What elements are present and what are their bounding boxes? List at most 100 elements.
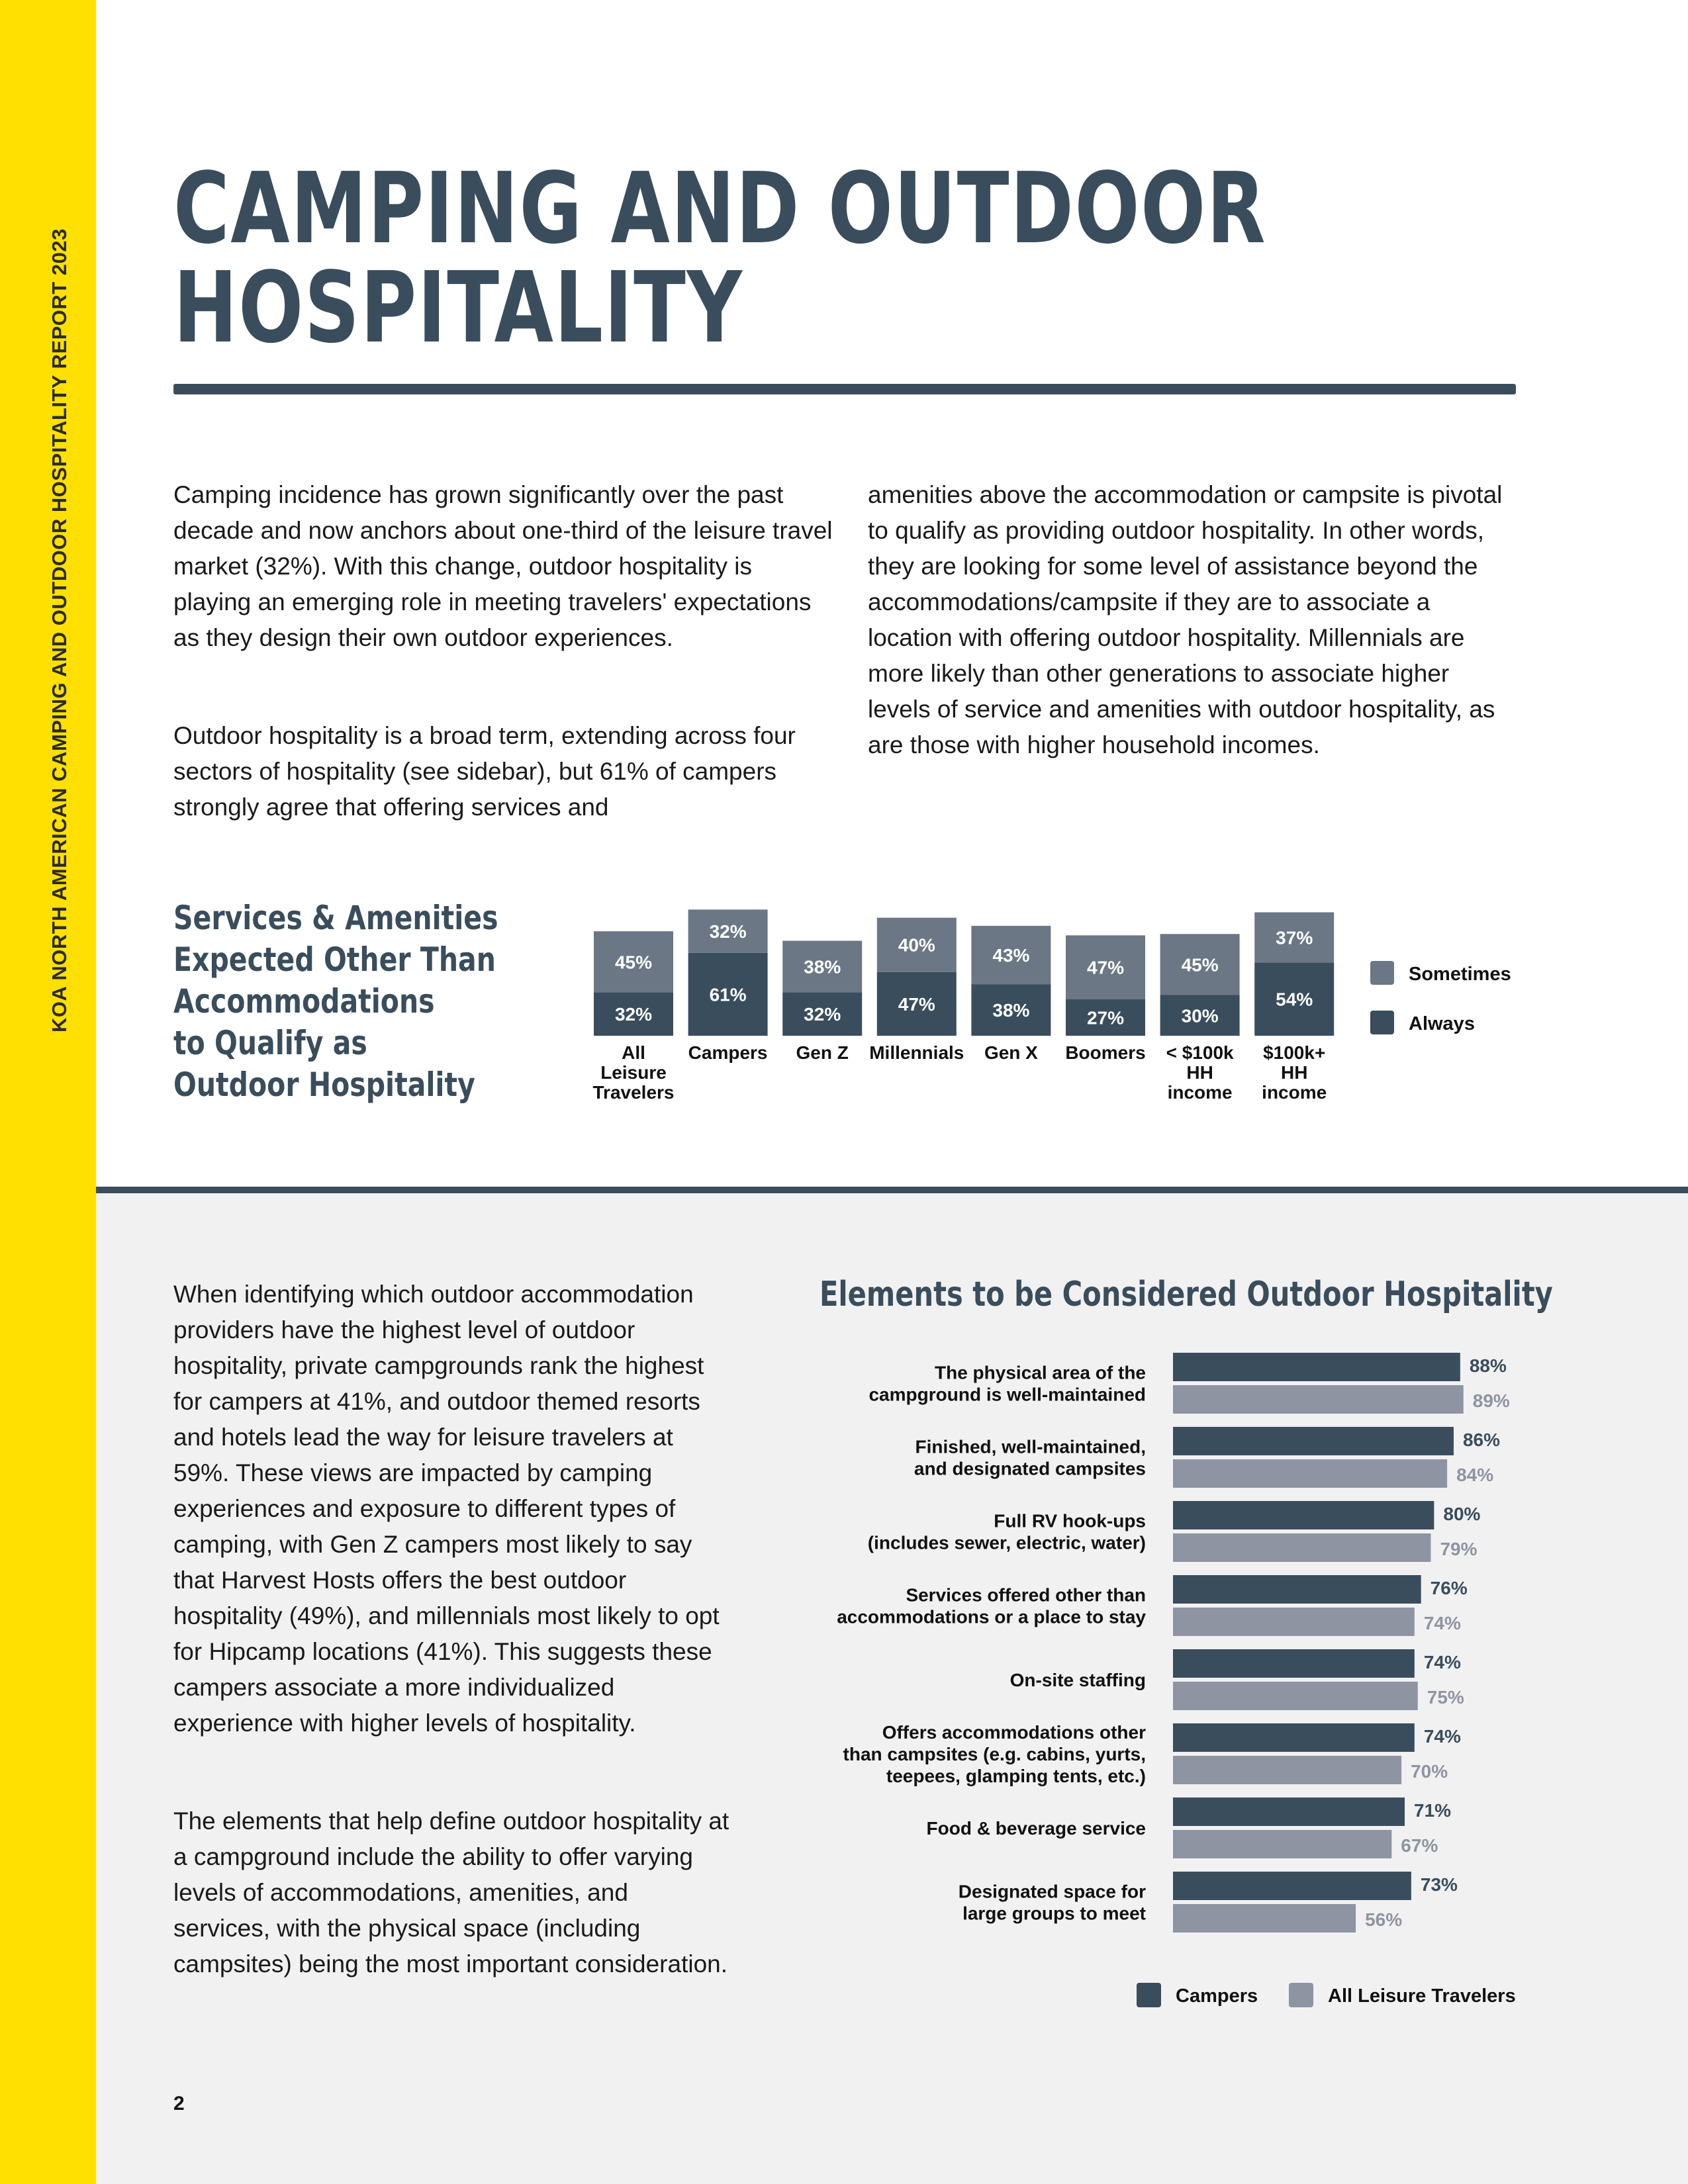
legend-label-always: Always: [1409, 1013, 1475, 1034]
intro-paragraph-3: amenities above the accommodation or cam…: [868, 481, 1503, 758]
legend-label-sometimes: Sometimes: [1409, 964, 1511, 985]
category-label: (includes sewer, electric, water): [868, 1533, 1146, 1553]
intro-paragraph-1: Camping incidence has grown significantl…: [173, 481, 833, 651]
bar-campers: [1173, 1353, 1460, 1381]
bar-label-sometimes: 45%: [1182, 954, 1219, 975]
category-label: Leisure: [600, 1062, 667, 1083]
category-label: Finished, well-maintained,: [915, 1437, 1147, 1457]
value-label-all-leisure: 89%: [1473, 1390, 1510, 1411]
value-label-campers: 80%: [1443, 1504, 1480, 1524]
value-label-all-leisure: 70%: [1411, 1761, 1448, 1782]
title-underline: [173, 384, 1516, 394]
bar-all-leisure: [1173, 1830, 1392, 1858]
services-chart-title: Services & Amenities Expected Other Than…: [173, 897, 498, 1106]
bar-campers: [1173, 1797, 1405, 1826]
section-divider: [96, 1187, 1688, 1193]
category-label: < $100k: [1166, 1042, 1234, 1063]
bar-label-always: 32%: [804, 1004, 841, 1024]
category-label: income: [1262, 1082, 1327, 1103]
bar-sometimes: [1254, 912, 1335, 963]
category-label: income: [1168, 1082, 1233, 1103]
lower-paragraph-2: The elements that help define outdoor ho…: [173, 1807, 729, 1978]
bar-campers: [1173, 1501, 1434, 1529]
bar-label-sometimes: 43%: [992, 945, 1029, 966]
category-label: Millennials: [869, 1042, 964, 1063]
elements-chart-title: Elements to be Considered Outdoor Hospit…: [820, 1275, 1553, 1314]
legend-swatch-all-leisure: [1289, 1983, 1313, 2007]
category-label: The physical area of the: [935, 1363, 1146, 1383]
category-label: Boomers: [1065, 1042, 1145, 1063]
bar-always: [594, 992, 673, 1036]
value-label-campers: 76%: [1430, 1578, 1468, 1598]
value-label-campers: 74%: [1424, 1726, 1461, 1747]
bar-label-always: 27%: [1087, 1007, 1124, 1028]
bar-campers: [1173, 1427, 1454, 1455]
category-label: campground is well-maintained: [868, 1385, 1146, 1405]
category-label: than campsites (e.g. cabins, yurts,: [843, 1744, 1146, 1764]
value-label-campers: 86%: [1463, 1430, 1500, 1450]
bar-always: [688, 952, 768, 1036]
value-label-all-leisure: 84%: [1456, 1465, 1493, 1485]
services-chart-title-line: Outdoor Hospitality: [173, 1066, 475, 1104]
report-running-title: KOA NORTH AMERICAN CAMPING AND OUTDOOR H…: [48, 228, 71, 1032]
bar-all-leisure: [1173, 1682, 1418, 1710]
bar-all-leisure: [1173, 1756, 1402, 1784]
category-label: Campers: [688, 1042, 768, 1063]
bar-sometimes: [1066, 935, 1145, 999]
bar-campers: [1173, 1872, 1411, 1900]
bar-campers: [1173, 1723, 1415, 1752]
bar-always: [1066, 999, 1145, 1036]
bar-label-sometimes: 32%: [710, 921, 747, 942]
bar-label-sometimes: 38%: [804, 956, 841, 977]
legend-label-all-leisure: All Leisure Travelers: [1328, 1985, 1516, 2007]
legend-swatch-always: [1370, 1011, 1394, 1034]
page-title: CAMPING AND OUTDOOR HOSPITALITY: [173, 159, 1266, 357]
value-label-all-leisure: 67%: [1401, 1835, 1438, 1856]
services-chart-title-line: to Qualify as: [173, 1024, 367, 1062]
category-label: On-site staffing: [1010, 1670, 1146, 1690]
bar-all-leisure: [1173, 1385, 1464, 1414]
page-title-line-2: HOSPITALITY: [173, 251, 743, 365]
intro-paragraph-2: Outdoor hospitality is a broad term, ext…: [173, 722, 796, 821]
bar-label-always: 32%: [615, 1004, 652, 1024]
bar-all-leisure: [1173, 1459, 1448, 1488]
category-label: Designated space for: [959, 1882, 1146, 1902]
bar-label-sometimes: 40%: [898, 935, 935, 956]
lower-paragraph-1: When identifying which outdoor accommoda…: [173, 1281, 720, 1737]
category-label: accommodations or a place to stay: [837, 1607, 1146, 1627]
bar-sometimes: [971, 925, 1051, 985]
bar-sometimes: [876, 917, 957, 972]
legend-label-campers: Campers: [1176, 1985, 1258, 2007]
value-label-all-leisure: 74%: [1424, 1613, 1461, 1633]
value-label-campers: 73%: [1421, 1874, 1458, 1895]
category-label: HH: [1186, 1062, 1213, 1083]
elements-horizontal-bar-chart: 88% 89% The physical area of thecampground…: [837, 1353, 1516, 2007]
bar-always: [1254, 962, 1335, 1036]
value-label-all-leisure: 56%: [1365, 1909, 1402, 1930]
bar-sometimes: [1160, 934, 1240, 995]
value-label-campers: 88%: [1470, 1355, 1507, 1376]
bar-all-leisure: [1173, 1533, 1431, 1562]
value-label-campers: 71%: [1414, 1800, 1451, 1821]
bar-campers: [1173, 1649, 1415, 1678]
category-label: $100k+: [1263, 1042, 1325, 1063]
category-label: Food & beverage service: [927, 1818, 1146, 1839]
bar-all-leisure: [1173, 1904, 1356, 1933]
legend-swatch-sometimes: [1370, 961, 1394, 985]
bar-label-sometimes: 47%: [1087, 957, 1124, 978]
category-label: Offers accommodations other: [882, 1722, 1146, 1743]
category-label: Travelers: [593, 1082, 675, 1103]
page-title-line-1: CAMPING AND OUTDOOR: [173, 152, 1267, 265]
bar-always: [782, 992, 863, 1036]
services-chart-title-line: Expected Other Than: [173, 940, 496, 979]
services-chart-title-line: Services & Amenities: [173, 899, 498, 937]
category-label: Full RV hook-ups: [994, 1511, 1146, 1531]
category-label: HH: [1281, 1062, 1307, 1083]
bar-campers: [1173, 1575, 1421, 1604]
value-label-all-leisure: 79%: [1440, 1539, 1477, 1559]
bar-always: [1160, 995, 1240, 1036]
value-label-campers: 74%: [1424, 1652, 1461, 1672]
category-label: large groups to meet: [962, 1903, 1146, 1924]
bar-label-always: 61%: [710, 984, 747, 1005]
